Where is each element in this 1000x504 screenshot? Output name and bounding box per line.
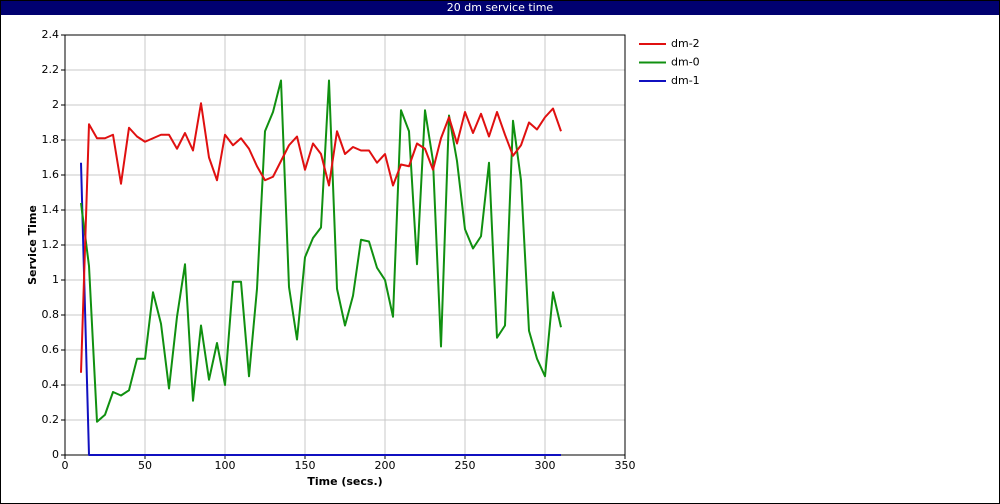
series-line [80,162,561,456]
y-tick-label: 2.2 [42,63,60,76]
x-tick-label: 0 [62,459,69,472]
x-tick-label: 50 [138,459,152,472]
title-bar [1,1,999,15]
x-tick-label: 350 [615,459,636,472]
y-tick-label: 2 [52,98,59,111]
y-tick-label: 0 [52,448,59,461]
x-tick-label: 250 [455,459,476,472]
y-tick-label: 0.6 [42,343,60,356]
y-tick-label: 1.6 [42,168,60,181]
x-tick-label: 200 [375,459,396,472]
y-tick-label: 1.8 [42,133,60,146]
y-tick-label: 1.2 [42,238,60,251]
chart-title: 20 dm service time [447,1,554,14]
x-tick-label: 150 [295,459,316,472]
x-axis-label: Time (secs.) [307,475,382,488]
y-tick-label: 0.8 [42,308,60,321]
y-axis-label: Service Time [26,205,39,285]
legend-label: dm-2 [671,37,700,50]
x-tick-label: 100 [215,459,236,472]
legend-label: dm-0 [671,56,700,69]
x-tick-label: 300 [535,459,556,472]
series-line [80,79,562,423]
y-tick-label: 0.2 [42,413,60,426]
y-tick-label: 1.4 [42,203,60,216]
y-tick-label: 2.4 [42,28,60,41]
legend-label: dm-1 [671,74,700,87]
series-line [80,102,562,373]
y-tick-label: 1 [52,273,59,286]
y-tick-label: 0.4 [42,378,60,391]
